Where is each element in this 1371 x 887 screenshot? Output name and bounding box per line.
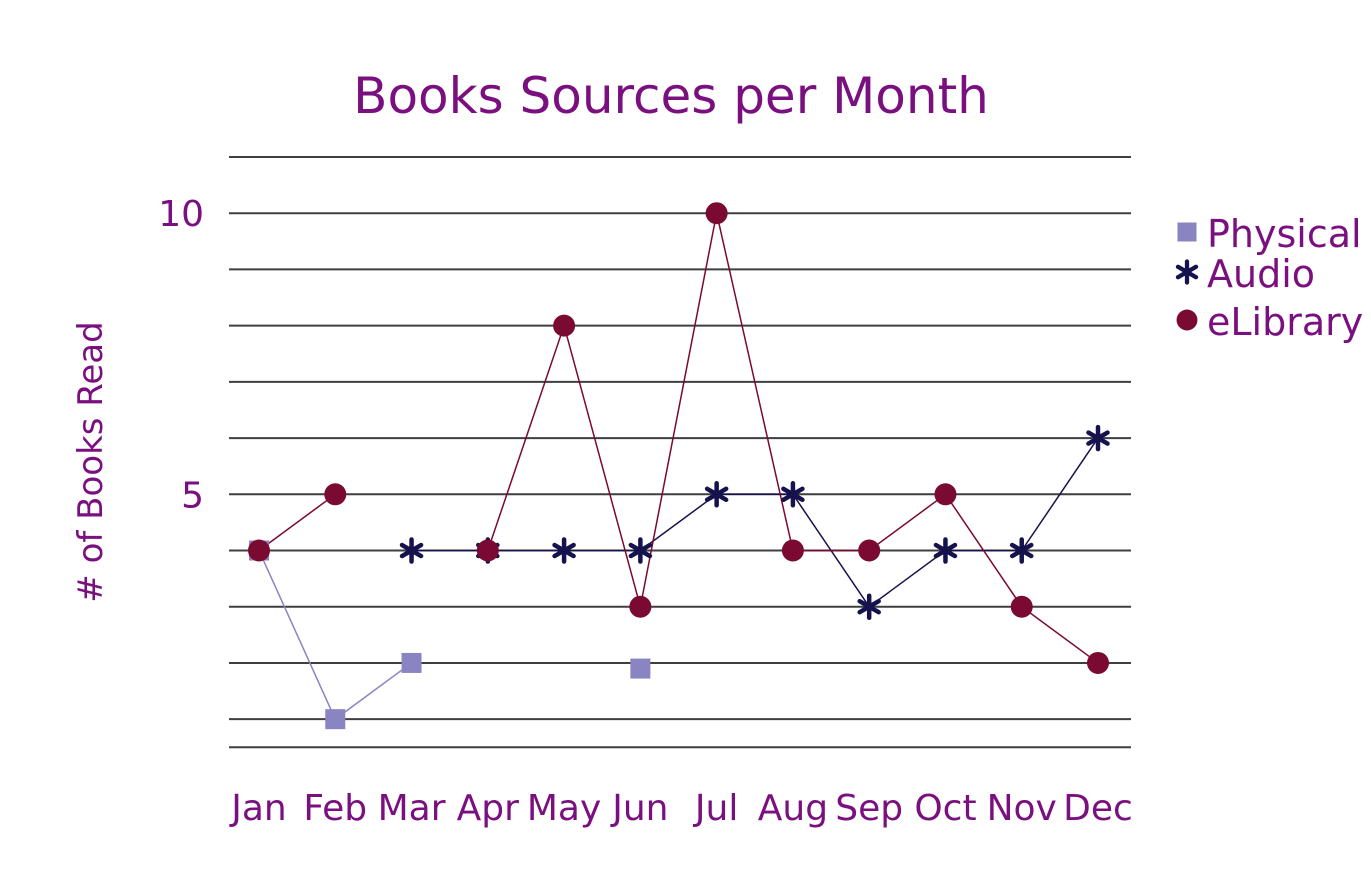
x-tick-label-jun: Jun (610, 788, 668, 829)
elibrary-point-may (553, 314, 576, 337)
elibrary-point-sep (858, 539, 881, 562)
audio-point-mar (399, 537, 424, 564)
series-lines (258, 213, 1099, 721)
physical-line-3 (258, 550, 412, 721)
x-tick-label-dec: Dec (1063, 788, 1133, 829)
elibrary-point-dec (1087, 651, 1109, 674)
audio-point-dec (1086, 424, 1110, 452)
audio-point-sep (857, 593, 881, 620)
elibrary-point-jan (248, 539, 270, 562)
y-tick-label-5: 5 (181, 475, 204, 516)
y-axis-label: # of Books Read (71, 321, 111, 602)
physical-point-feb (325, 709, 346, 730)
x-tick-label-jan: Jan (229, 788, 287, 829)
audio-point-jul (704, 481, 729, 508)
legend-marker-elibrary (1176, 309, 1198, 331)
audio-point-aug (781, 481, 805, 508)
elibrary-point-jun (629, 595, 652, 618)
y-axis-ticks: 5 10 (158, 194, 204, 516)
gridlines (229, 156, 1131, 749)
x-axis-ticks: Jan Feb Mar Apr May Jun Jul Aug Sep Oct Nov Dec (229, 788, 1133, 829)
audio-line-end (411, 437, 1099, 608)
elibrary-line-2 (258, 493, 336, 552)
x-tick-label-sep: Sep (835, 788, 903, 829)
legend-label-audio: Audio (1207, 252, 1315, 296)
elibrary-point-aug (781, 539, 804, 562)
x-tick-label-may: May (527, 788, 601, 829)
legend-marker-physical (1177, 222, 1197, 242)
audio-point-oct (933, 537, 958, 564)
x-tick-label-mar: Mar (378, 788, 446, 829)
legend-marker-audio (1175, 259, 1199, 285)
physical-point-jun (630, 658, 651, 679)
elibrary-point-oct (934, 483, 957, 506)
x-tick-label-feb: Feb (303, 788, 367, 829)
y-tick-label-10: 10 (158, 194, 204, 235)
audio-point-jun (628, 537, 653, 564)
legend-label-elibrary: eLibrary (1207, 300, 1363, 344)
audio-point-may (552, 537, 576, 564)
series-markers (248, 202, 1110, 730)
x-tick-label-jul: Jul (693, 788, 738, 829)
x-tick-label-oct: Oct (914, 788, 976, 829)
elibrary-point-feb (324, 483, 347, 506)
elibrary-point-apr (476, 539, 499, 562)
physical-point-mar (401, 652, 422, 673)
chart-title: Books Sources per Month (353, 67, 989, 125)
audio-point-nov (1009, 537, 1034, 564)
legend-label-physical: Physical (1207, 212, 1362, 256)
x-tick-label-aug: Aug (758, 788, 828, 829)
elibrary-point-nov (1010, 595, 1033, 618)
elibrary-point-jul (705, 202, 728, 225)
x-tick-label-nov: Nov (987, 788, 1057, 829)
x-tick-label-apr: Apr (457, 788, 519, 829)
